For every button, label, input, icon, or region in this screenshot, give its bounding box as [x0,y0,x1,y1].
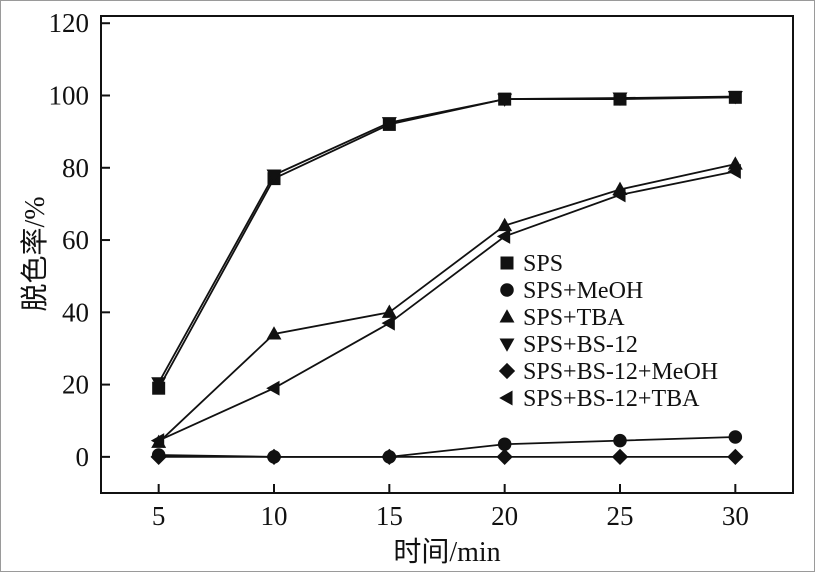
series-marker-SPS-TBA [266,326,282,340]
legend-marker-SPS-BS-12-TBA [499,390,513,406]
axes-frame [100,15,794,494]
y-tick-label: 100 [49,81,90,111]
series-line-SPS [157,96,736,389]
x-tick-label: 20 [491,501,518,531]
series-marker-SPS-BS-12 [727,91,743,105]
y-tick-label: 60 [62,225,89,255]
legend-marker-SPS-BS-12 [499,338,515,352]
series-marker-SPS-BS-12-MeOH [381,448,398,465]
series-line-SPS-BS-12 [157,95,736,384]
legend-label-SPS-BS-12: SPS+BS-12 [523,332,638,358]
series-line-SPS-TBA [158,163,736,444]
y-tick-label: 40 [62,297,89,327]
series-marker-SPS-BS-12-TBA [612,187,626,203]
series-marker-SPS-BS-12 [497,93,513,107]
legend-marker-SPS-TBA [499,309,515,323]
legend-label-SPS: SPS [523,251,563,277]
y-tick-label: 120 [49,8,90,38]
series-marker-SPS-BS-12-TBA [496,228,511,244]
series-marker-SPS-BS-12-TBA [381,315,395,331]
x-tick-label: 30 [722,501,749,531]
y-tick-label: 20 [62,370,89,400]
series-marker-SPS-BS-12-MeOH [611,448,629,465]
series-marker-SPS-MeOH [613,433,627,448]
x-axis-label: 时间/min [393,537,501,568]
series-marker-SPS-MeOH [728,430,743,444]
series-marker-SPS-MeOH [497,437,512,451]
series-marker-SPS-BS-12-MeOH [496,448,513,465]
series-marker-SPS-BS-12 [266,169,282,183]
x-tick-label: 5 [152,501,166,531]
series-marker-SPS-BS-12 [612,92,628,106]
legend-label-SPS-TBA: SPS+TBA [523,305,625,331]
series-marker-SPS-BS-12-TBA [727,163,741,179]
x-tick-label: 15 [376,501,403,531]
x-tick-label: 25 [607,501,634,531]
legend-label-SPS-MeOH: SPS+MeOH [523,278,643,304]
legend-marker-SPS-BS-12-MeOH [498,362,516,380]
legend-marker-SPS-MeOH [500,283,514,297]
y-axis-label: 脱色率/% [20,196,51,312]
legend-label-SPS-BS-12-MeOH: SPS+BS-12+MeOH [523,359,718,385]
series-line-SPS-MeOH [158,436,736,458]
series-marker-SPS-BS-12 [381,117,397,131]
series-marker-SPS-BS-12-TBA [266,380,280,396]
legend-marker-SPS [500,256,514,270]
series-marker-SPS-BS-12-TBA [150,433,165,449]
series-marker-SPS-BS-12-MeOH [265,448,283,465]
series-marker-SPS-TBA [497,217,513,232]
y-tick-label: 0 [76,442,90,472]
series-marker-SPS-TBA [381,304,397,318]
legend-label-SPS-BS-12-TBA: SPS+BS-12+TBA [523,386,700,412]
series-marker-SPS-BS-12-MeOH [727,448,744,465]
series-marker-SPS-BS-12 [151,377,167,391]
y-tick-label: 80 [62,153,89,183]
series-line-SPS-BS-12-TBA [158,170,736,442]
series-marker-SPS-BS-12-MeOH [150,448,167,465]
x-tick-label: 10 [261,501,288,531]
